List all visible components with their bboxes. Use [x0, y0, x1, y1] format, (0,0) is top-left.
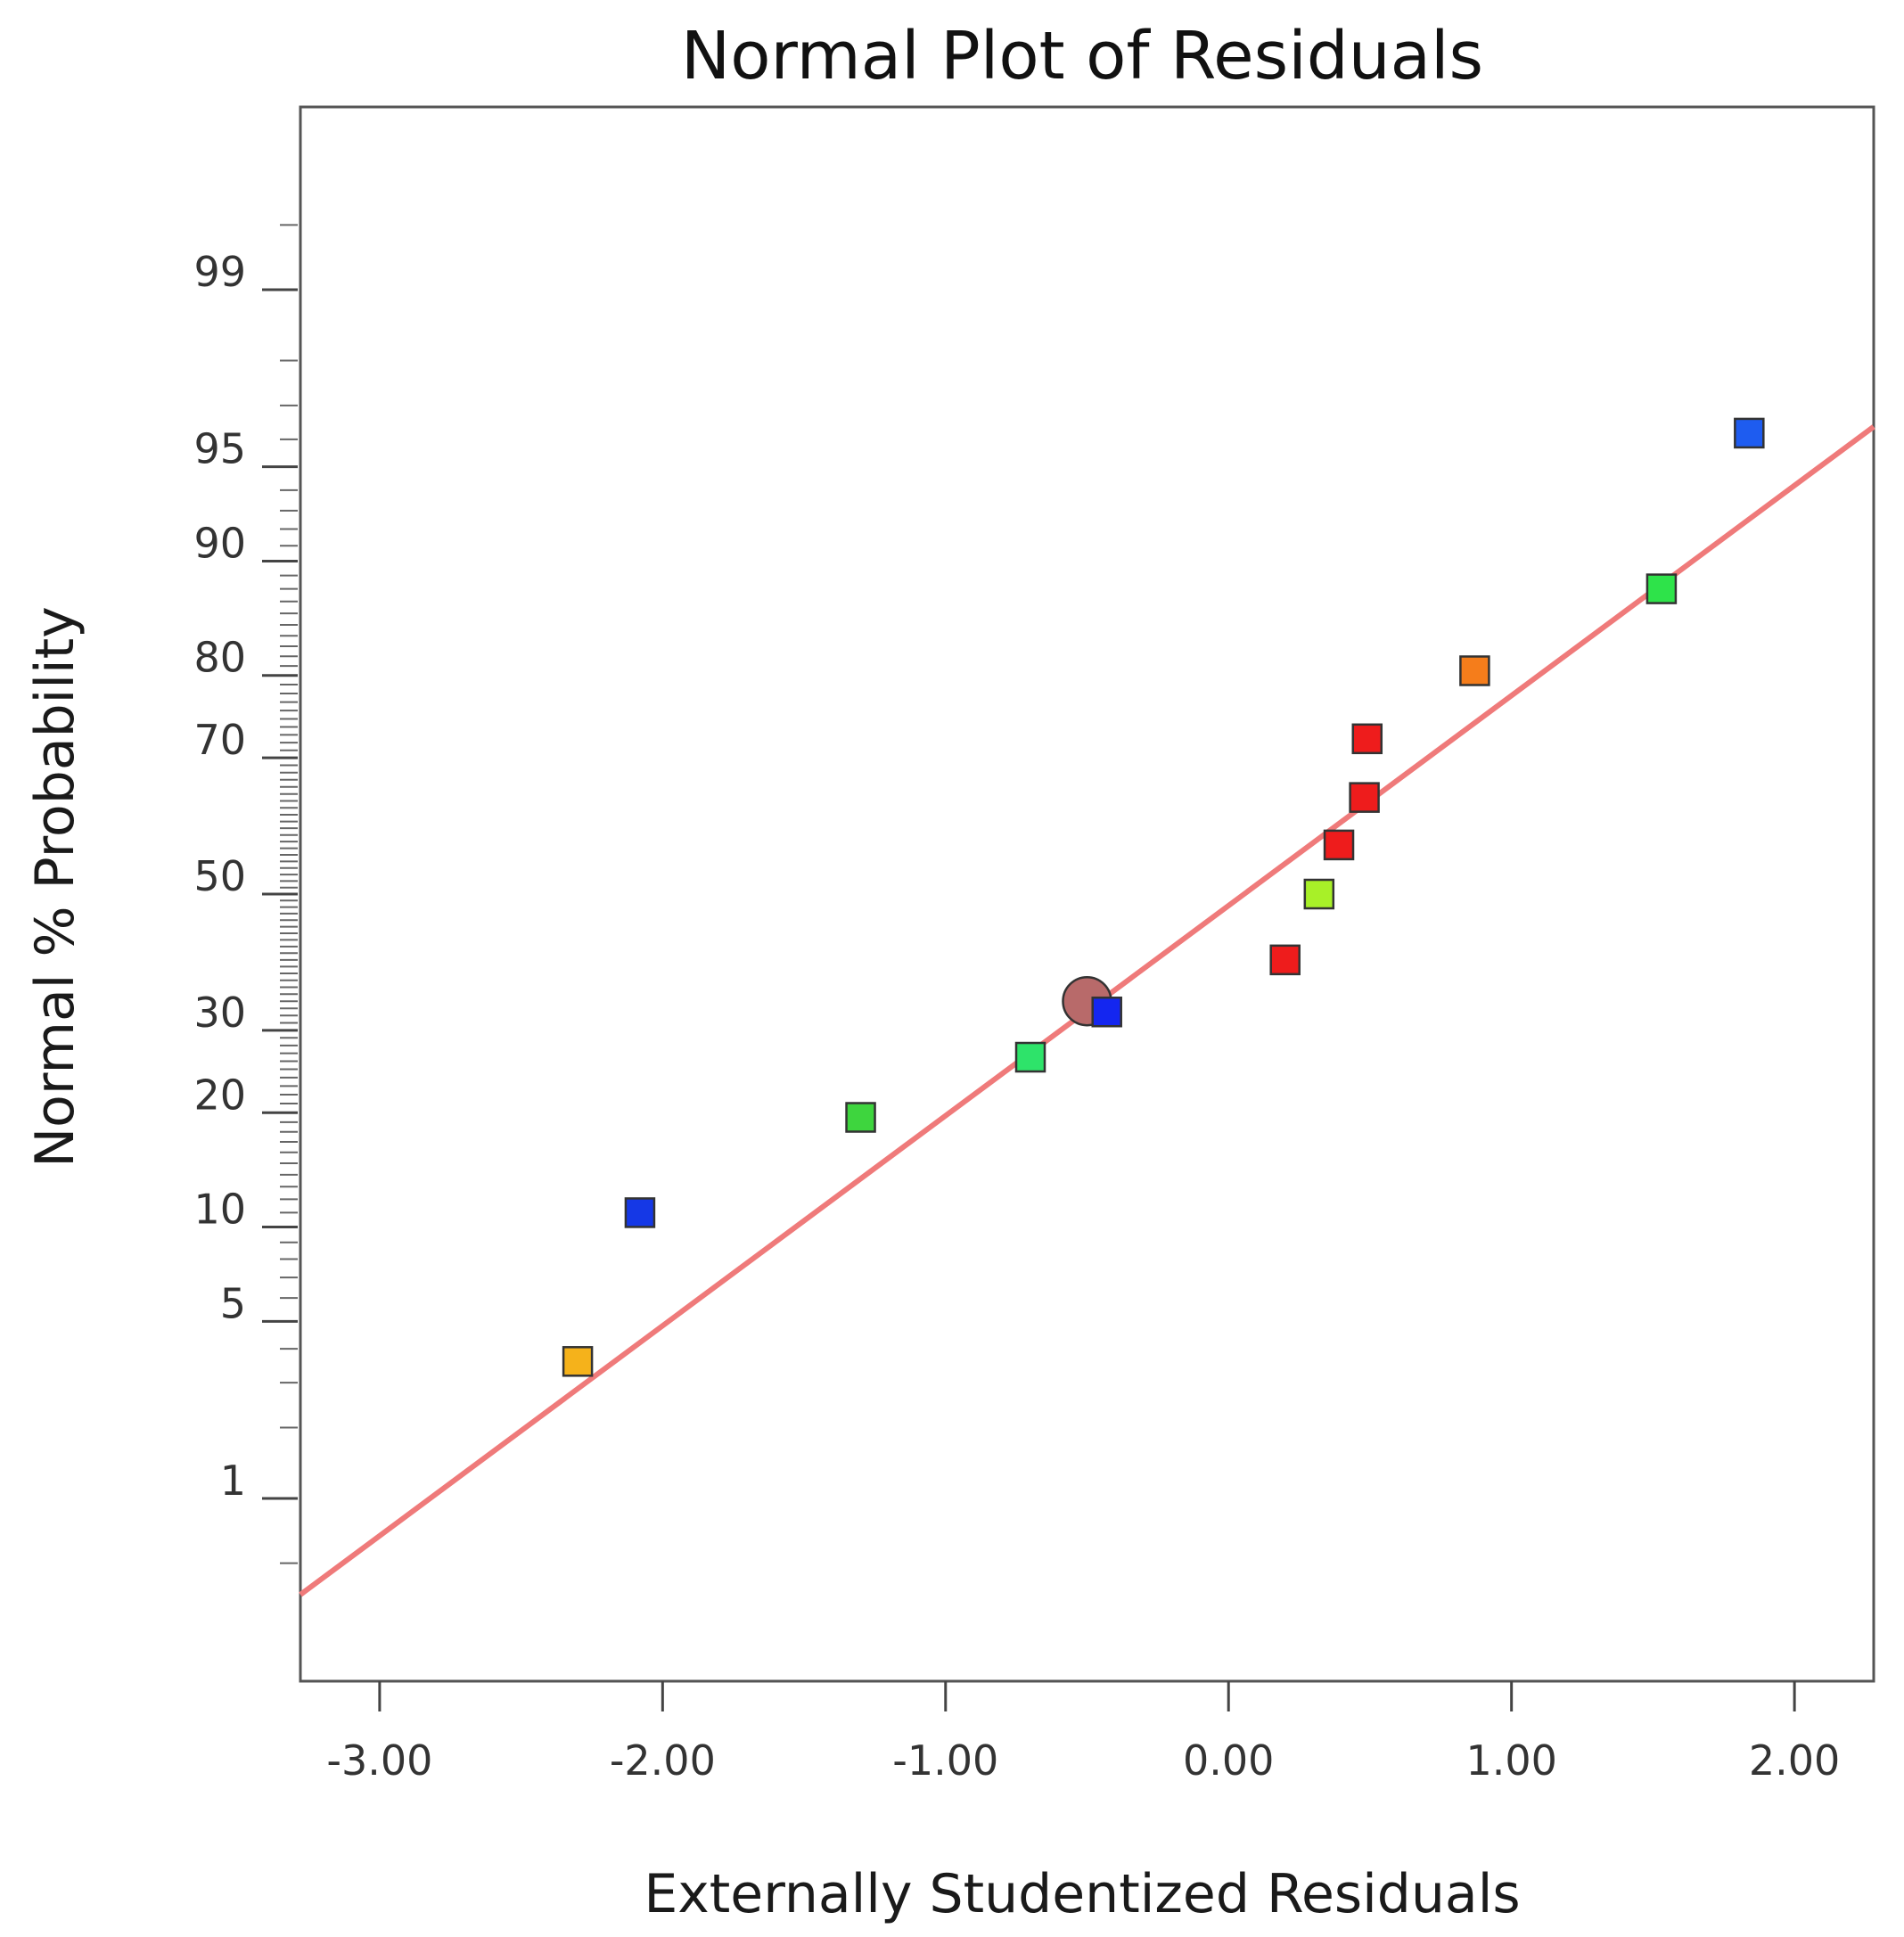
- data-point-11: [1459, 655, 1490, 686]
- y-tick-label-90: 90: [193, 520, 246, 568]
- y-tick-label-50: 50: [193, 852, 246, 900]
- y-tick-label-20: 20: [193, 1071, 246, 1119]
- y-tick-label-1: 1: [220, 1457, 246, 1505]
- x-axis: -3.00 -2.00 -1.00 0.00 1.00 2.00: [326, 1681, 1840, 1785]
- data-point-8: [1323, 829, 1355, 861]
- data-point-10: [1351, 723, 1383, 755]
- x-tick-label-2.00: 2.00: [1749, 1736, 1840, 1785]
- y-axis: 1 5 10 20 30 50 70 80 90 95 99: [193, 224, 298, 1564]
- data-point-6: [1269, 944, 1301, 976]
- x-tick-label-0.00: 0.00: [1183, 1736, 1274, 1785]
- data-point-2: [845, 1102, 876, 1133]
- x-tick-label--1.00: -1.00: [892, 1736, 998, 1785]
- data-point-7: [1303, 878, 1335, 910]
- y-axis-label: Normal % Probability: [24, 606, 86, 1167]
- x-tick-label--2.00: -2.00: [610, 1736, 716, 1785]
- y-tick-label-10: 10: [193, 1185, 246, 1233]
- x-axis-label: Externally Studentized Residuals: [644, 1863, 1520, 1925]
- x-tick-label-1.00: 1.00: [1465, 1736, 1556, 1785]
- y-tick-label-99: 99: [193, 248, 246, 296]
- data-point-0: [562, 1346, 594, 1377]
- data-point-9: [1349, 782, 1380, 813]
- y-tick-label-30: 30: [193, 989, 246, 1037]
- plot-frame: [299, 105, 1875, 1683]
- data-point-1: [624, 1197, 656, 1228]
- data-points: [562, 417, 1765, 1377]
- data-point-12: [1645, 573, 1678, 604]
- y-tick-label-80: 80: [193, 634, 246, 682]
- y-tick-label-95: 95: [193, 425, 246, 473]
- y-tick-label-5: 5: [220, 1279, 246, 1327]
- data-point-5: [1091, 996, 1122, 1028]
- data-point-13: [1734, 417, 1765, 449]
- y-tick-label-70: 70: [193, 716, 246, 764]
- x-tick-label--3.00: -3.00: [326, 1736, 432, 1785]
- data-point-3: [1014, 1041, 1046, 1073]
- chart-title: Normal Plot of Residuals: [681, 18, 1483, 94]
